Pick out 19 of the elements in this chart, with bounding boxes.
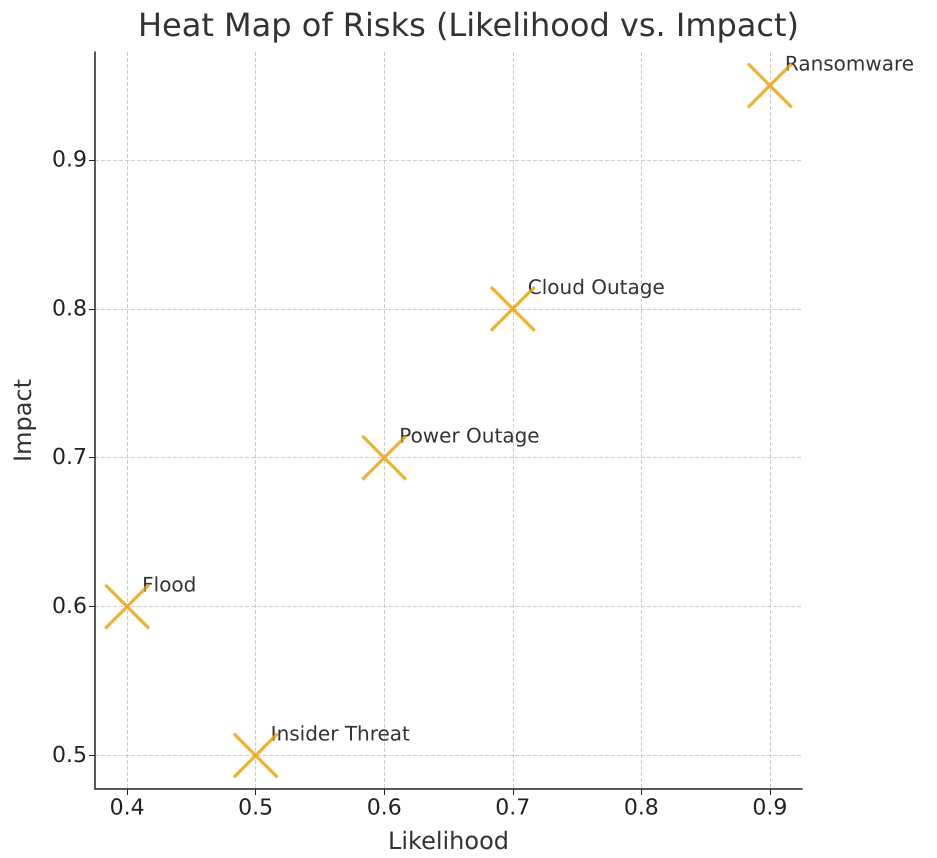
- annotation: Flood: [142, 572, 196, 597]
- x-tick-label: 0.6: [366, 796, 402, 820]
- y-tick-label: 0.5: [52, 743, 87, 768]
- y-tick-label: 0.8: [52, 296, 87, 322]
- annotation: Insider Threat: [270, 722, 410, 746]
- x-axis-title: Likelihood: [388, 827, 509, 855]
- x-tick-label: 0.7: [495, 796, 530, 820]
- chart-title: Heat Map of Risks (Likelihood vs. Impact): [138, 6, 800, 44]
- x-tick-label: 0.5: [238, 796, 274, 820]
- y-tick-label: 0.7: [52, 445, 87, 470]
- x-tick-label: 0.8: [624, 796, 659, 820]
- x-tick-label: 0.9: [752, 796, 788, 820]
- annotation: Power Outage: [399, 424, 540, 448]
- annotation: Ransomware: [784, 52, 914, 76]
- annotation: Cloud Outage: [528, 274, 665, 299]
- y-tick-label: 0.9: [52, 147, 87, 172]
- x-tick-label: 0.4: [110, 796, 145, 820]
- y-axis-title: Impact: [9, 378, 37, 462]
- y-tick-label: 0.6: [52, 594, 87, 620]
